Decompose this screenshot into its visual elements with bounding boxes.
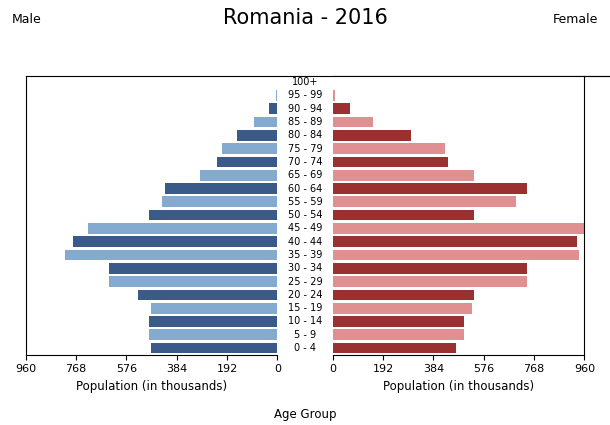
Text: 85 - 89: 85 - 89 (288, 117, 322, 127)
Bar (254, 117, 278, 128)
X-axis label: Population (in thousands): Population (in thousands) (383, 380, 534, 393)
Bar (332, 276, 527, 287)
Text: Female: Female (553, 13, 598, 26)
Bar (332, 210, 475, 221)
Bar (151, 343, 278, 354)
Text: 40 - 44: 40 - 44 (288, 237, 322, 246)
Bar (332, 329, 464, 340)
Text: 95 - 99: 95 - 99 (288, 91, 322, 100)
Bar (237, 130, 278, 141)
Bar (332, 249, 579, 261)
Text: 90 - 94: 90 - 94 (288, 104, 322, 114)
Text: 15 - 19: 15 - 19 (288, 303, 322, 313)
Bar (149, 329, 278, 340)
Text: 80 - 84: 80 - 84 (288, 130, 322, 140)
Bar (332, 183, 527, 194)
Text: 65 - 69: 65 - 69 (288, 170, 322, 180)
Bar (149, 316, 278, 327)
Bar (149, 210, 278, 221)
Bar (332, 103, 350, 114)
Bar (151, 303, 278, 314)
Text: Male: Male (12, 13, 42, 26)
Bar (73, 236, 278, 247)
Bar (332, 90, 336, 101)
Text: 60 - 64: 60 - 64 (288, 184, 322, 193)
Bar (270, 103, 278, 114)
Text: 20 - 24: 20 - 24 (288, 290, 322, 300)
X-axis label: Population (in thousands): Population (in thousands) (76, 380, 227, 393)
Bar (332, 263, 527, 274)
Bar (109, 263, 278, 274)
Bar (332, 117, 373, 128)
Bar (332, 130, 411, 141)
Text: 75 - 79: 75 - 79 (288, 144, 322, 153)
Bar (332, 316, 464, 327)
Text: 100+: 100+ (292, 77, 318, 87)
Bar (276, 90, 278, 101)
Text: 10 - 14: 10 - 14 (288, 317, 322, 326)
Bar (332, 303, 472, 314)
Bar (332, 289, 475, 300)
Bar (332, 143, 445, 154)
Bar (200, 170, 278, 181)
Text: Age Group: Age Group (274, 408, 336, 421)
Bar (332, 156, 448, 167)
Bar (332, 343, 456, 354)
Bar (65, 249, 278, 261)
Text: 25 - 29: 25 - 29 (288, 277, 322, 286)
Bar (165, 183, 278, 194)
Bar (88, 223, 278, 234)
Bar (217, 156, 278, 167)
Bar (332, 196, 516, 207)
Text: 30 - 34: 30 - 34 (288, 264, 322, 273)
Text: 45 - 49: 45 - 49 (288, 224, 322, 233)
Text: 35 - 39: 35 - 39 (288, 250, 322, 260)
Bar (109, 276, 278, 287)
Bar (332, 223, 584, 234)
Bar (222, 143, 278, 154)
Text: Romania - 2016: Romania - 2016 (223, 8, 387, 28)
Text: 55 - 59: 55 - 59 (288, 197, 322, 207)
Bar (162, 196, 278, 207)
Bar (332, 170, 475, 181)
Text: 5 - 9: 5 - 9 (294, 330, 316, 340)
Bar (138, 289, 278, 300)
Bar (332, 236, 576, 247)
Text: 0 - 4: 0 - 4 (294, 343, 316, 353)
Text: 70 - 74: 70 - 74 (288, 157, 322, 167)
Text: 50 - 54: 50 - 54 (288, 210, 322, 220)
